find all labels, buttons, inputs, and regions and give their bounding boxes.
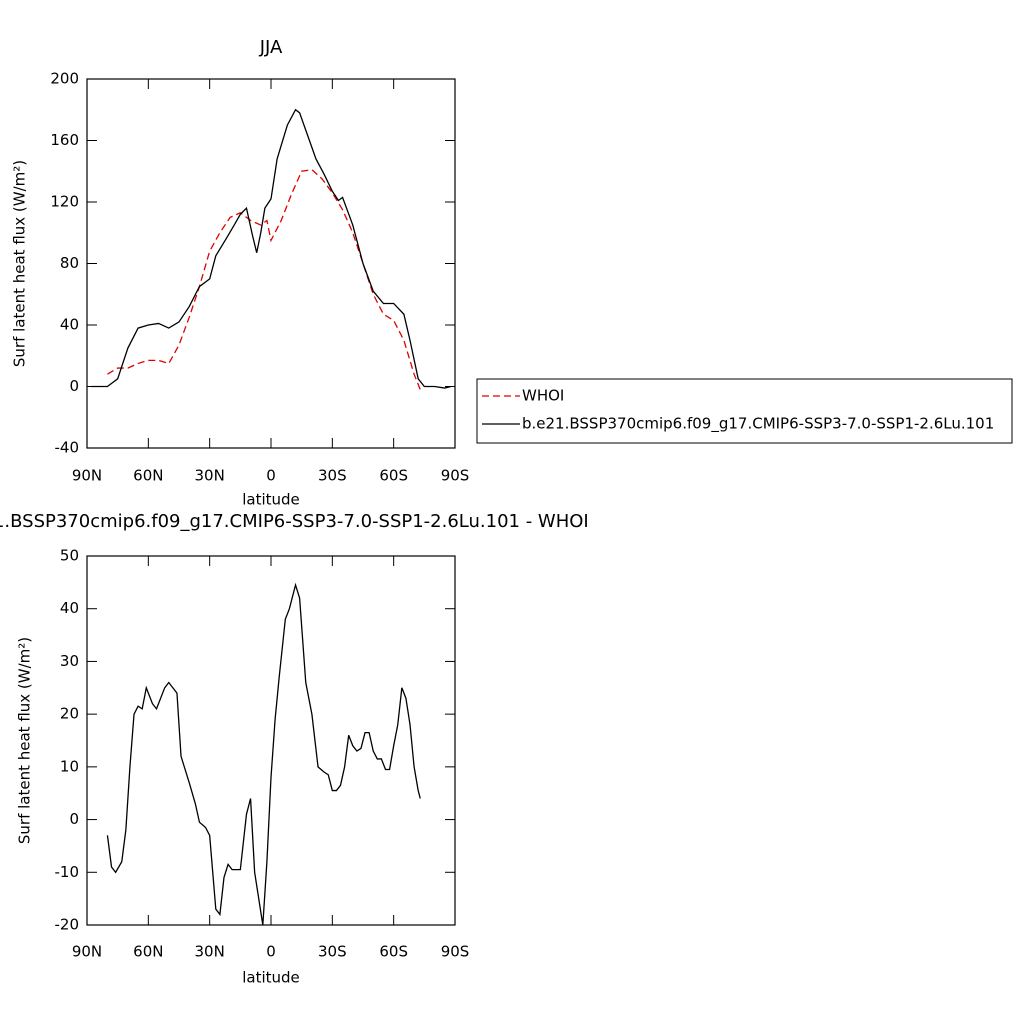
x-tick-label: 60S <box>379 467 408 485</box>
x-axis-label: latitude <box>242 969 300 987</box>
x-axis-label: latitude <box>242 491 300 509</box>
y-tick-label: -10 <box>55 863 80 881</box>
y-tick-label: 120 <box>50 193 79 211</box>
y-tick-label: 200 <box>50 70 79 88</box>
x-tick-label: 30S <box>318 467 347 485</box>
y-tick-label: -20 <box>55 916 80 934</box>
x-tick-label: 60N <box>133 467 163 485</box>
series-line <box>107 169 421 390</box>
x-tick-label: 0 <box>266 943 276 961</box>
x-tick-label: 0 <box>266 467 276 485</box>
y-axis-label: Surf latent heat flux (W/m²) <box>16 637 34 844</box>
y-tick-label: 0 <box>69 377 79 395</box>
x-tick-label: 30N <box>195 467 225 485</box>
x-tick-label: 30S <box>318 943 347 961</box>
x-tick-label: 30N <box>195 943 225 961</box>
y-axis-label: Surf latent heat flux (W/m²) <box>11 160 29 367</box>
y-tick-label: 30 <box>60 652 79 670</box>
x-tick-label: 90N <box>72 467 102 485</box>
x-tick-label: 90N <box>72 943 102 961</box>
legend-box <box>476 378 1013 444</box>
chart-title: b.e21.BSSP370cmip6.f09_g17.CMIP6-SSP3-7.… <box>0 511 589 532</box>
y-tick-label: 40 <box>60 316 79 334</box>
y-tick-label: 20 <box>60 705 79 723</box>
y-tick-label: 0 <box>69 810 79 828</box>
legend-label: WHOI <box>522 387 564 405</box>
y-tick-label: 10 <box>60 757 79 775</box>
chart-title: JJA <box>259 37 283 58</box>
y-tick-label: 80 <box>60 254 79 272</box>
plot-frame <box>86 555 456 926</box>
series-line <box>91 108 452 389</box>
y-tick-label: -40 <box>55 439 80 457</box>
x-tick-label: 60S <box>379 943 408 961</box>
y-tick-label: 50 <box>60 547 79 565</box>
plot-frame <box>86 78 456 449</box>
y-tick-label: 160 <box>50 131 79 149</box>
x-tick-label: 90S <box>441 467 470 485</box>
x-tick-label: 60N <box>133 943 163 961</box>
series-line <box>106 582 421 926</box>
legend-label: b.e21.BSSP370cmip6.f09_g17.CMIP6-SSP3-7.… <box>522 415 994 434</box>
x-tick-label: 90S <box>441 943 470 961</box>
y-tick-label: 40 <box>60 599 79 617</box>
